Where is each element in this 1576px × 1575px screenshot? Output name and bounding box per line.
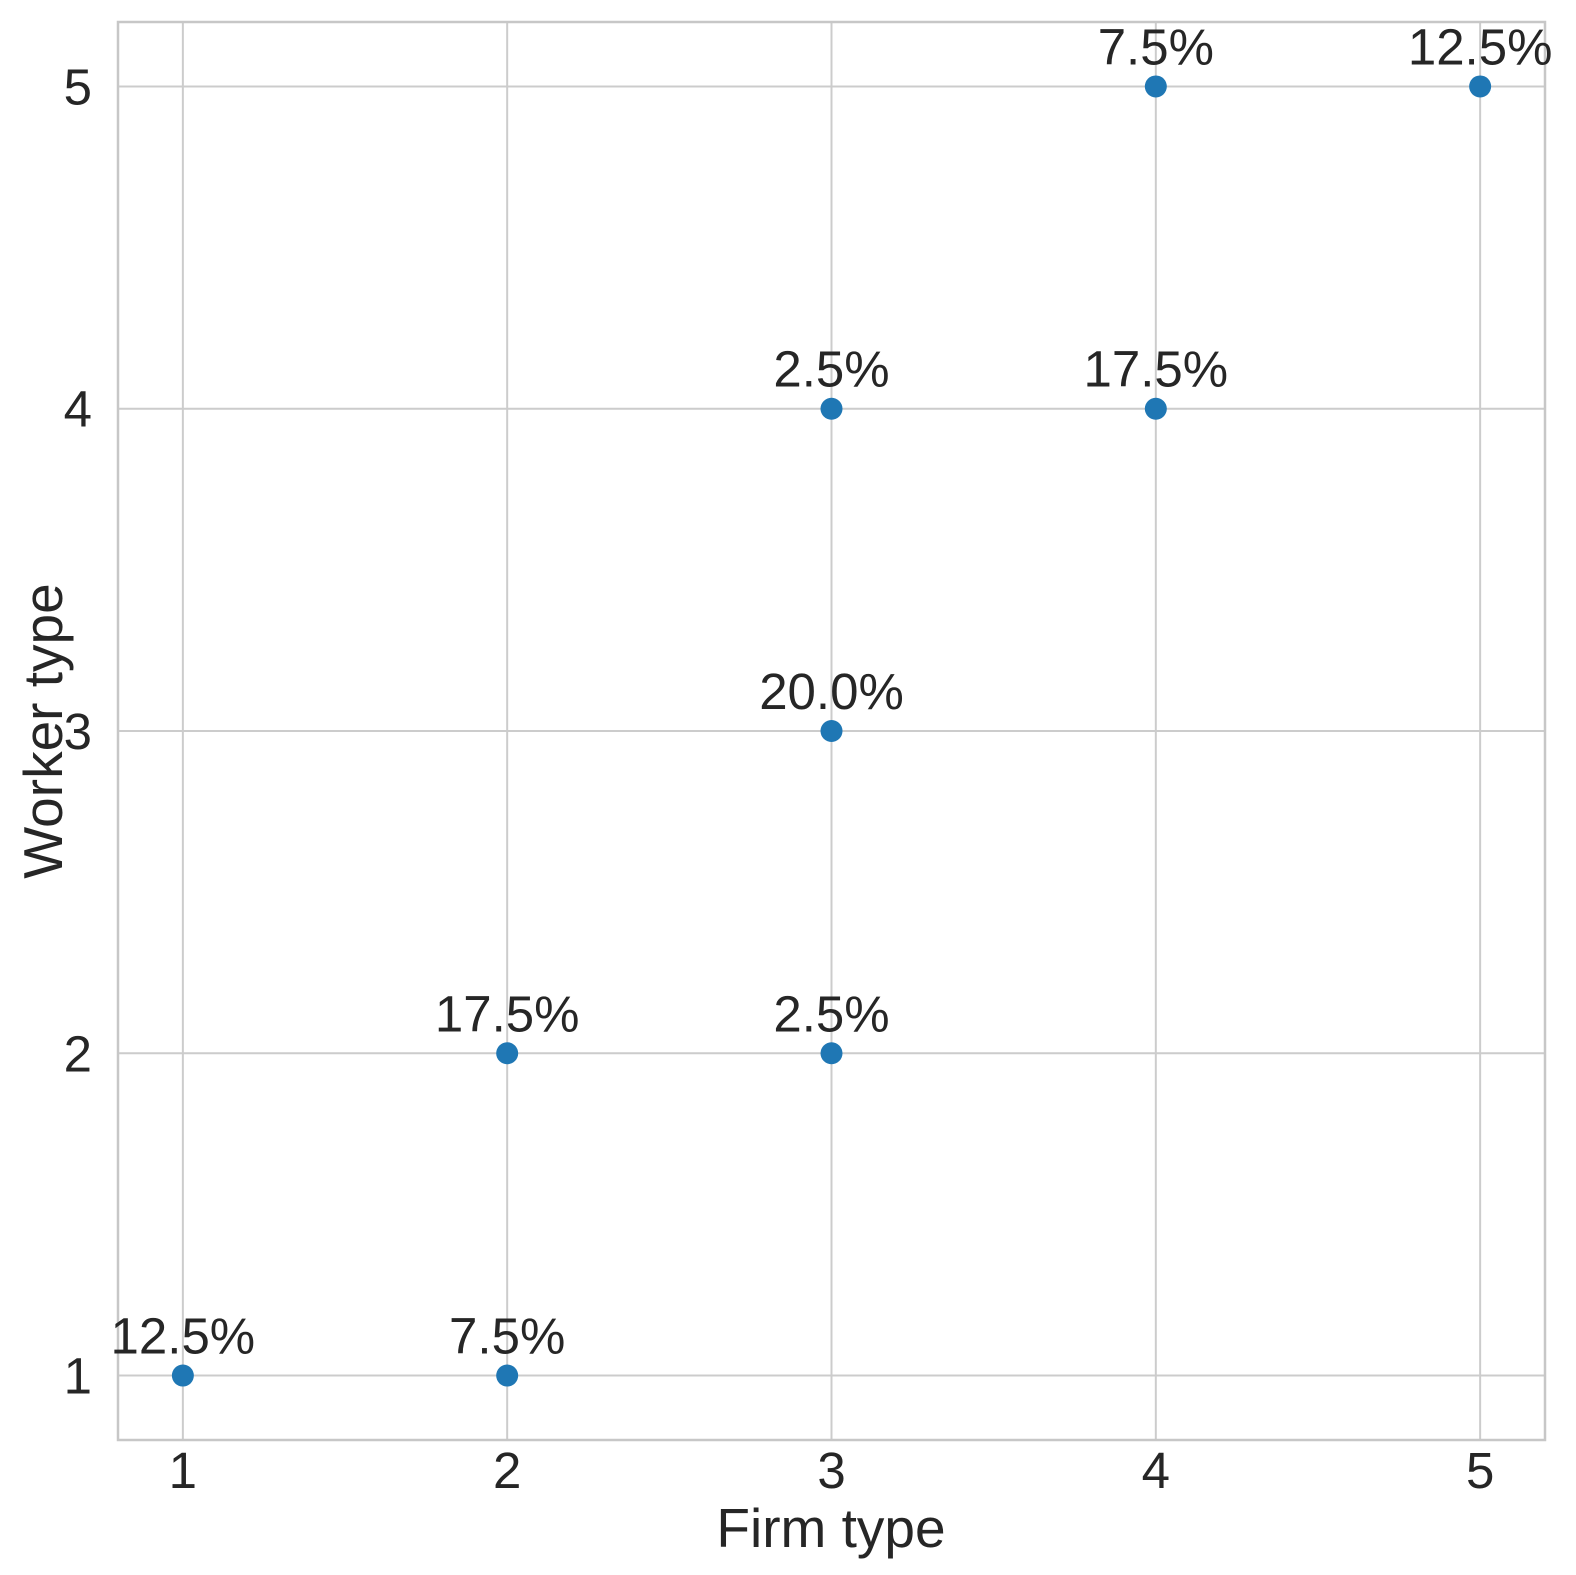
point-label: 2.5% bbox=[773, 341, 889, 398]
point-label: 7.5% bbox=[1098, 18, 1214, 75]
x-tick-label: 3 bbox=[817, 1442, 845, 1499]
data-point bbox=[496, 1042, 519, 1065]
point-label: 2.5% bbox=[773, 985, 889, 1042]
point-label: 7.5% bbox=[449, 1308, 565, 1365]
data-point bbox=[1469, 75, 1492, 98]
data-point bbox=[820, 1042, 843, 1065]
data-point bbox=[820, 720, 843, 742]
data-point bbox=[1144, 75, 1167, 98]
y-tick-label: 5 bbox=[64, 58, 92, 115]
x-tick-label: 4 bbox=[1142, 1442, 1170, 1499]
y-tick-label: 1 bbox=[64, 1348, 92, 1405]
y-tick-label: 2 bbox=[64, 1025, 92, 1082]
point-label: 12.5% bbox=[111, 1308, 256, 1365]
y-tick-label: 3 bbox=[64, 703, 92, 760]
data-point bbox=[1144, 397, 1167, 420]
point-label: 12.5% bbox=[1408, 18, 1553, 75]
x-tick-label: 2 bbox=[493, 1442, 521, 1499]
x-axis-label: Firm type bbox=[716, 1497, 946, 1559]
y-axis-label: Worker type bbox=[12, 583, 74, 879]
y-tick-label: 4 bbox=[64, 381, 92, 438]
point-label: 20.0% bbox=[759, 663, 904, 720]
data-point bbox=[171, 1364, 194, 1387]
data-point bbox=[496, 1364, 519, 1387]
point-label: 17.5% bbox=[435, 985, 580, 1042]
x-tick-label: 5 bbox=[1466, 1442, 1494, 1499]
data-point bbox=[820, 397, 843, 420]
x-tick-label: 1 bbox=[169, 1442, 197, 1499]
plot-area-border bbox=[116, 20, 1547, 1442]
point-label: 17.5% bbox=[1084, 341, 1229, 398]
